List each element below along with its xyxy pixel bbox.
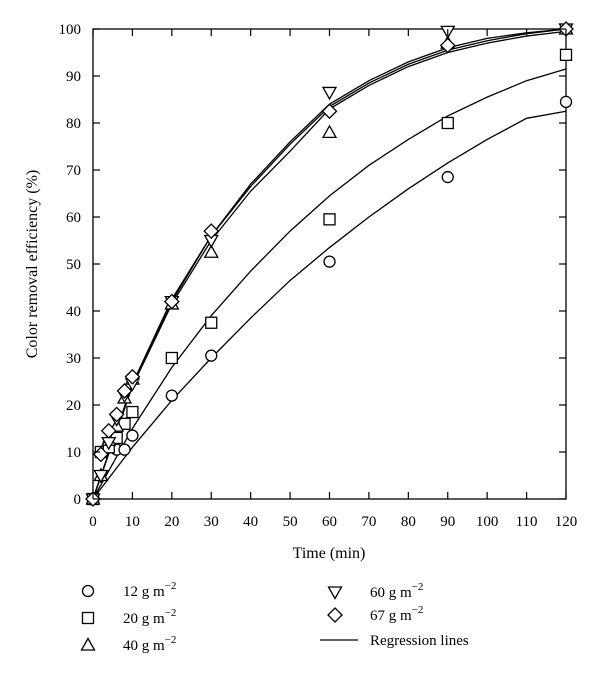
y-tick-label: 0 (74, 492, 82, 508)
data-point-67-2 (100, 422, 117, 439)
legend-label-67: 67 g m−2 (370, 604, 423, 624)
data-point-20-9 (441, 116, 454, 130)
data-point-40-8 (321, 124, 338, 139)
regression-line-20 (92, 68, 567, 500)
regression-line-12 (92, 110, 567, 500)
data-point-40-7 (203, 244, 219, 258)
y-tick-label: 70 (66, 163, 81, 179)
legend-marker-67 (327, 607, 343, 623)
legend-marker-40 (80, 637, 96, 651)
y-tick-label: 40 (66, 304, 81, 320)
legend-marker-20 (81, 611, 95, 625)
legend-label-20: 20 g m−2 (123, 607, 176, 627)
data-point-67-6 (163, 293, 180, 310)
data-point-20-7 (205, 316, 218, 329)
y-tick-label: 20 (66, 398, 81, 414)
axis-ticks: 0 10 20 30 40 50 60 70 80 90 100 110 120 0 10 20 30 40 50 6… (59, 22, 578, 530)
y-tick-label: 10 (66, 445, 81, 461)
legend: 12 g m−2 20 g m−2 40 g m−2 60 g m−2 67 g m−2… (80, 580, 469, 654)
data-point-60-1 (93, 469, 109, 484)
y-tick-label: 50 (66, 257, 81, 273)
x-tick-label: 70 (361, 514, 376, 530)
data-point-67-5 (124, 368, 141, 385)
x-tick-label: 90 (440, 514, 455, 530)
x-tick-label: 80 (401, 514, 416, 530)
x-tick-label: 110 (516, 514, 538, 530)
data-point-67-8 (321, 103, 338, 120)
data-point-12-7 (441, 170, 454, 184)
y-tick-label: 90 (66, 69, 81, 85)
data-point-12-5 (205, 349, 218, 362)
y-tick-label: 80 (66, 116, 81, 132)
x-tick-label: 0 (89, 514, 97, 530)
x-tick-label: 100 (476, 514, 499, 530)
y-tick-label: 60 (66, 210, 81, 226)
data-point-20-5 (126, 405, 139, 419)
data-point-12-3 (126, 429, 139, 442)
data-point-12-4 (165, 389, 178, 402)
y-tick-label: 100 (59, 22, 82, 38)
legend-label-regression: Regression lines (370, 633, 469, 649)
data-point-67-4 (116, 382, 133, 399)
data-point-67-7 (203, 223, 220, 240)
legend-label-40: 40 g m−2 (123, 634, 176, 654)
data-point-60-8 (321, 86, 338, 101)
data-point-67-9 (439, 37, 456, 54)
y-axis-title: Color removal efficiency (%) (24, 170, 41, 359)
x-tick-label: 20 (164, 514, 179, 530)
x-tick-label: 60 (322, 514, 337, 530)
legend-marker-12 (81, 584, 95, 598)
y-tick-label: 30 (66, 351, 81, 367)
data-markers (85, 21, 574, 507)
legend-label-12: 12 g m−2 (123, 580, 176, 600)
x-tick-label: 120 (555, 514, 578, 530)
x-tick-label: 10 (125, 514, 140, 530)
data-point-20-10 (559, 48, 573, 61)
legend-label-60: 60 g m−2 (370, 581, 423, 601)
legend-marker-60 (327, 586, 343, 600)
data-point-12-8 (559, 95, 573, 108)
data-point-12-2 (118, 443, 131, 456)
x-tick-label: 40 (243, 514, 258, 530)
data-point-20-6 (165, 351, 178, 365)
x-tick-label: 30 (204, 514, 219, 530)
data-point-20-8 (323, 213, 336, 226)
x-axis-title: Time (min) (293, 545, 366, 562)
x-tick-label: 50 (283, 514, 298, 530)
data-point-12-6 (323, 255, 336, 268)
data-point-67-3 (108, 406, 125, 423)
